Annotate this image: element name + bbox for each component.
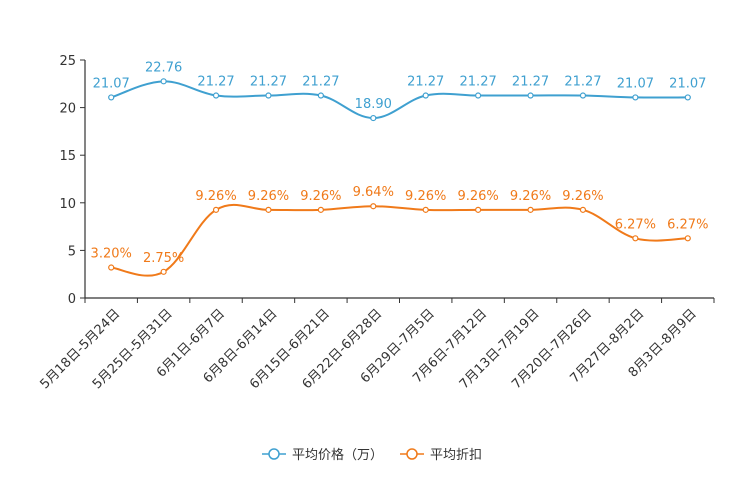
data-point[interactable] [684, 235, 691, 242]
series-layer: 21.07 22.76 21.27 21.27 21.27 18.90 21.27 21.27… [91, 60, 708, 277]
data-point[interactable] [108, 94, 115, 101]
data-label: 21.27 [564, 75, 601, 90]
data-point[interactable] [475, 206, 482, 213]
y-tick-label: 20 [59, 102, 76, 117]
y-tick-label: 10 [59, 197, 76, 212]
data-label: 9.26% [562, 189, 603, 204]
data-label: 6.27% [615, 217, 656, 232]
data-label: 21.27 [197, 75, 234, 90]
data-label: 2.75% [143, 251, 184, 266]
data-point[interactable] [579, 206, 587, 213]
data-label: 21.07 [93, 76, 130, 91]
data-label: 21.27 [512, 75, 549, 90]
legend: 平均价格（万） 平均折扣 [262, 447, 482, 463]
data-point[interactable] [475, 92, 482, 99]
y-tick-label: 5 [68, 244, 76, 259]
y-tick-label: 15 [59, 149, 76, 164]
data-point[interactable] [160, 268, 167, 275]
y-axis: 0 5 10 15 20 25 [59, 54, 86, 307]
data-point[interactable] [317, 206, 324, 213]
series-line [111, 203, 688, 277]
data-label: 22.76 [145, 60, 182, 75]
series-1: 21.07 22.76 21.27 21.27 21.27 18.90 21.27 21.27… [93, 60, 706, 122]
data-point[interactable] [370, 203, 377, 210]
data-label: 9.26% [248, 189, 289, 204]
y-tick-label: 25 [59, 54, 76, 69]
legend-item-2[interactable]: 平均折扣 [400, 448, 482, 463]
x-axis: 5月18日-5月24日5月25日-5月31日6月1日-6月7日6月8日-6月14… [37, 297, 715, 392]
data-point[interactable] [632, 235, 639, 242]
legend-marker [268, 448, 280, 460]
data-label: 21.27 [407, 75, 444, 90]
data-label: 9.26% [195, 189, 236, 204]
data-point[interactable] [212, 92, 220, 99]
data-point[interactable] [527, 92, 534, 99]
legend-label: 平均价格（万） [292, 447, 383, 463]
legend-label: 平均折扣 [430, 448, 482, 463]
data-label: 6.27% [667, 217, 708, 232]
data-point[interactable] [527, 206, 534, 213]
data-label: 21.27 [250, 75, 287, 90]
series-2: 3.20% 2.75% 9.26% 9.26% 9.26% 9.64% 9.26% 9.26%… [91, 185, 708, 277]
data-point[interactable] [212, 206, 220, 213]
data-label: 21.07 [669, 76, 706, 91]
data-label: 9.26% [457, 189, 498, 204]
data-point[interactable] [317, 92, 324, 99]
data-label: 18.90 [355, 97, 392, 112]
y-tick-label: 0 [68, 292, 76, 307]
data-point[interactable] [265, 206, 272, 213]
data-label: 9.26% [300, 189, 341, 204]
data-label: 21.07 [617, 76, 654, 91]
data-label: 9.64% [353, 185, 394, 200]
data-label: 9.26% [510, 189, 551, 204]
legend-marker [406, 448, 418, 460]
data-label: 21.27 [460, 75, 497, 90]
data-point[interactable] [160, 78, 167, 85]
legend-item-1[interactable]: 平均价格（万） [262, 447, 383, 463]
data-label: 21.27 [302, 75, 339, 90]
data-point[interactable] [370, 114, 377, 122]
data-point[interactable] [579, 92, 587, 99]
series-line [110, 80, 688, 120]
data-point[interactable] [684, 94, 691, 101]
data-label: 3.20% [91, 247, 132, 262]
data-point[interactable] [108, 264, 115, 271]
data-point[interactable] [632, 94, 639, 101]
data-point[interactable] [422, 92, 429, 99]
data-point[interactable] [265, 92, 272, 99]
data-point[interactable] [422, 206, 429, 213]
data-label: 9.26% [405, 189, 446, 204]
